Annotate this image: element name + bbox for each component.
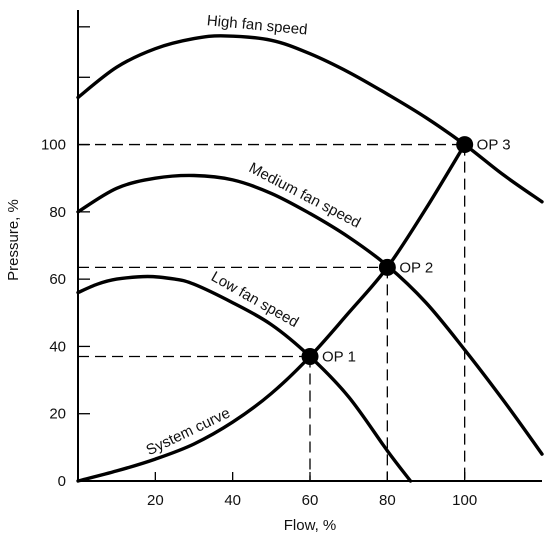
high-fan-speed-curve (76, 34, 544, 204)
medium-fan-speed-label: Medium fan speed (246, 159, 363, 231)
y-tick-label: 20 (49, 406, 66, 423)
operating-points: OP 1 OP 2 OP 3 (301, 136, 511, 366)
low-fan-speed-curve (76, 274, 413, 483)
tick-marks (77, 26, 466, 481)
op-1-marker (301, 348, 319, 366)
y-axis-title: Pressure, % (5, 199, 22, 281)
y-tick-label: 60 (49, 271, 66, 288)
medium-fan-speed-curve (76, 173, 544, 456)
x-tick-label: 40 (224, 492, 241, 509)
y-tick-label: 40 (49, 338, 66, 355)
tick-labels: 20 40 60 80 100 0 20 40 60 80 100 (41, 137, 477, 509)
y-tick-label: 80 (49, 204, 66, 221)
x-tick-label: 100 (452, 492, 477, 509)
op-3-label: OP 3 (477, 137, 511, 154)
x-tick-label: 20 (147, 492, 164, 509)
op-1-label: OP 1 (322, 349, 356, 366)
op-2-marker (378, 258, 396, 276)
guide-lines (78, 143, 466, 481)
low-fan-speed-label: Low fan speed (208, 268, 301, 331)
x-axis-title: Flow, % (284, 517, 337, 534)
y-tick-label: 0 (58, 473, 66, 490)
y-tick-label: 100 (41, 137, 66, 154)
system-curve-curve (76, 142, 467, 483)
op-2-label: OP 2 (399, 259, 433, 276)
x-tick-label: 80 (379, 492, 396, 509)
op-3-marker (456, 136, 474, 154)
x-tick-label: 60 (302, 492, 319, 509)
